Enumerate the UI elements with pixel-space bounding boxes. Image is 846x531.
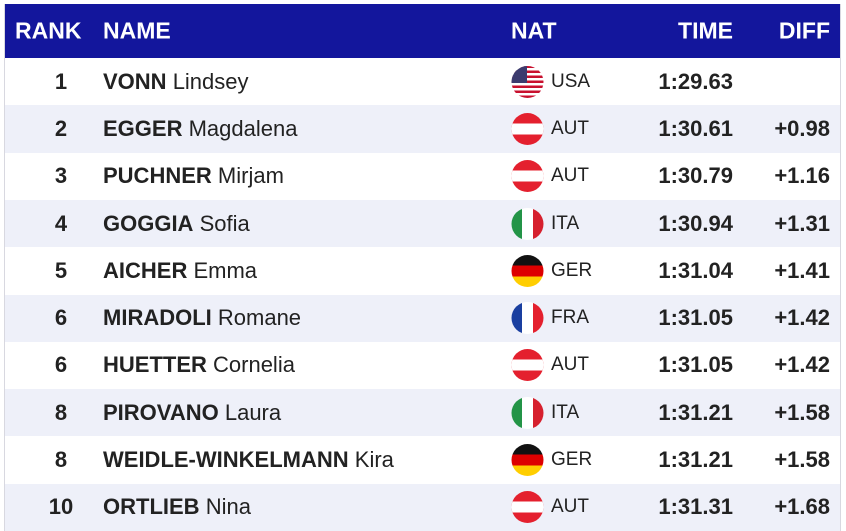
time-cell: 1:31.31: [658, 494, 733, 520]
header-row: RANK NAME NAT TIME DIFF: [5, 4, 840, 58]
name-cell: PUCHNER Mirjam: [103, 163, 284, 189]
name-cell: PIROVANO Laura: [103, 400, 281, 426]
time-cell: 1:31.21: [658, 399, 733, 425]
surname: PUCHNER: [103, 163, 212, 189]
flag-icon: [511, 302, 544, 335]
results-table: RANK NAME NAT TIME DIFF 1 VONN Lindsey USA…: [4, 4, 841, 531]
rank-cell: 1: [54, 68, 68, 94]
nation-code: AUT: [551, 354, 589, 376]
table-row: 8 WEIDLE-WINKELMANN Kira GER 1:31.21 +1.58: [5, 436, 840, 483]
diff-cell: +1.58: [774, 399, 830, 425]
flag-icon: [511, 207, 544, 240]
diff-cell: +1.41: [774, 257, 830, 283]
firstname: Magdalena: [188, 115, 298, 141]
rank-cell: 6: [54, 305, 68, 331]
flag-icon: [511, 112, 544, 145]
rank-cell: 6: [54, 352, 68, 378]
nation-code: AUT: [551, 165, 589, 187]
nation-code: AUT: [551, 117, 589, 139]
time-cell: 1:31.05: [658, 305, 733, 331]
firstname: Sofia: [199, 210, 250, 236]
name-cell: GOGGIA Sofia: [103, 211, 250, 237]
table-row: 2 EGGER Magdalena AUT 1:30.61 +0.98: [5, 105, 840, 153]
surname: HUETTER: [103, 352, 207, 378]
nation-code: FRA: [551, 307, 589, 329]
rank-cell: 8: [54, 399, 68, 425]
surname: EGGER: [103, 115, 183, 141]
header-cell: TIME: [678, 17, 733, 44]
diff-cell: +1.68: [774, 494, 830, 520]
firstname: Nina: [205, 494, 251, 520]
diff-cell: +1.42: [774, 305, 830, 331]
name-cell: WEIDLE-WINKELMANN Kira: [103, 447, 394, 473]
name-cell: VONN Lindsey: [103, 69, 249, 95]
table-row: 5 AICHER Emma GER 1:31.04 +1.41: [5, 247, 840, 294]
rank-cell: 3: [54, 163, 68, 189]
table-row: 4 GOGGIA Sofia ITA 1:30.94 +1.31: [5, 199, 840, 248]
firstname: Kira: [354, 447, 394, 473]
time-cell: 1:31.05: [658, 352, 733, 378]
time-cell: 1:30.94: [658, 210, 733, 236]
header-cell: NAME: [103, 17, 171, 44]
rank-cell: 10: [48, 494, 74, 520]
nation-code: ITA: [551, 401, 580, 423]
nation-code: GER: [551, 259, 593, 281]
surname: PIROVANO: [103, 399, 219, 425]
rank-cell: 2: [54, 115, 68, 141]
table-row: 3 PUCHNER Mirjam AUT 1:30.79 +1.16: [5, 153, 840, 200]
name-cell: AICHER Emma: [103, 258, 257, 284]
firstname: Romane: [217, 305, 302, 331]
name-cell: EGGER Magdalena: [103, 116, 297, 142]
name-cell: ORTLIEB Nina: [103, 494, 251, 520]
rank-cell: 8: [54, 447, 68, 473]
header-cell: RANK: [15, 17, 82, 44]
diff-cell: +1.16: [774, 163, 830, 189]
rank-cell: 5: [54, 257, 68, 283]
table-row: 8 PIROVANO Laura ITA 1:31.21 +1.58: [5, 389, 840, 437]
name-cell: MIRADOLI Romane: [103, 305, 301, 331]
surname: WEIDLE-WINKELMANN: [103, 447, 349, 473]
rank-cell: 4: [54, 210, 68, 236]
surname: GOGGIA: [103, 210, 194, 236]
nation-code: ITA: [551, 212, 580, 234]
nation-code: GER: [551, 449, 593, 471]
time-cell: 1:31.04: [658, 257, 733, 283]
firstname: Emma: [193, 257, 258, 283]
name-cell: HUETTER Cornelia: [103, 352, 295, 378]
flag-icon: [511, 349, 544, 382]
flag-icon: [511, 396, 544, 429]
flag-icon: [511, 65, 544, 98]
table-row: 6 HUETTER Cornelia AUT 1:31.05 +1.42: [5, 342, 840, 389]
nation-code: USA: [551, 70, 591, 92]
table-row: 10 ORTLIEB Nina AUT 1:31.31 +1.68: [5, 483, 840, 531]
firstname: Lindsey: [172, 68, 249, 94]
table-row: 1 VONN Lindsey USA 1:29.63: [5, 58, 840, 105]
time-cell: 1:29.63: [658, 68, 733, 94]
flag-icon: [511, 254, 544, 287]
diff-cell: +1.42: [774, 352, 830, 378]
diff-cell: +1.31: [774, 210, 830, 236]
table-row: 6 MIRADOLI Romane FRA 1:31.05 +1.42: [5, 294, 840, 342]
time-cell: 1:30.79: [658, 163, 733, 189]
flag-icon: [511, 444, 544, 477]
firstname: Laura: [224, 399, 282, 425]
diff-cell: +1.58: [774, 447, 830, 473]
flag-icon: [511, 491, 544, 524]
surname: MIRADOLI: [103, 305, 212, 331]
time-cell: 1:30.61: [658, 115, 733, 141]
flag-icon: [511, 160, 544, 193]
surname: ORTLIEB: [103, 494, 200, 520]
surname: VONN: [103, 68, 167, 94]
firstname: Mirjam: [217, 163, 284, 189]
surname: AICHER: [103, 257, 188, 283]
nation-code: AUT: [551, 496, 589, 518]
firstname: Cornelia: [213, 352, 295, 378]
header-cell: NAT: [511, 17, 557, 44]
diff-cell: +0.98: [774, 115, 830, 141]
header-cell: DIFF: [778, 17, 830, 44]
time-cell: 1:31.21: [658, 447, 733, 473]
table-body: 1 VONN Lindsey USA 1:29.63 2 EGGER Magdalena A…: [5, 58, 840, 531]
